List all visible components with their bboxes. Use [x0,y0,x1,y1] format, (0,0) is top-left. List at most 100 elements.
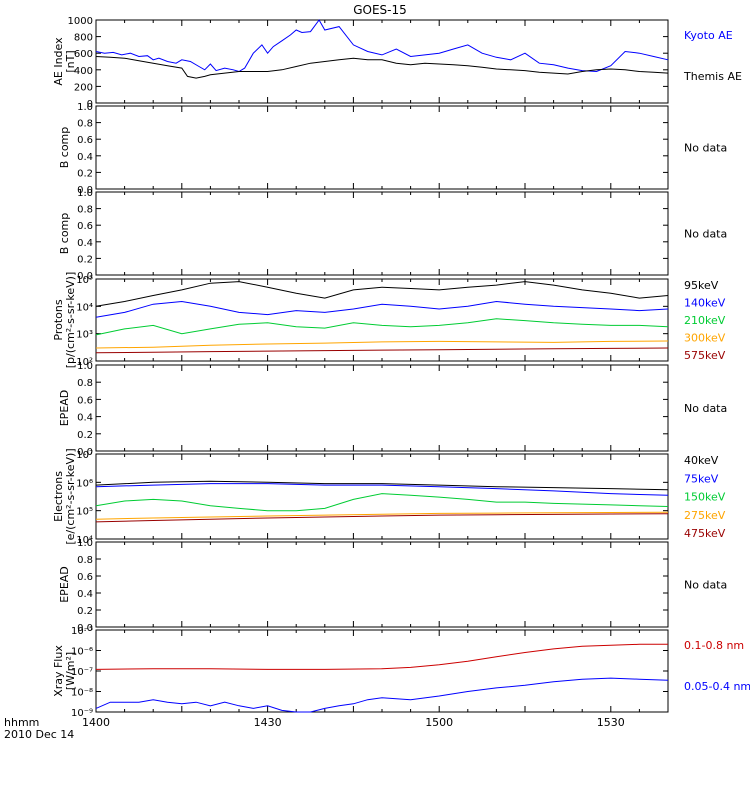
y-tick-label: 0.8 [77,119,93,130]
y-axis-label: B comp [58,213,71,255]
y-axis-label: EPEAD [58,390,71,427]
y-axis-label: Protons [52,299,65,340]
legend-entry: 575keV [684,349,726,362]
series-line-210kev [95,318,669,336]
no-data-note: No data [684,402,727,415]
y-tick-label: 1.0 [77,361,93,372]
y-axis-unit: [nT] [64,50,77,72]
panel-frame [95,191,669,276]
y-tick-label: 0.6 [77,395,93,406]
y-tick-label: 0.2 [77,254,93,265]
panel-electrons: 10⁴ 10⁵ 10⁶ 10⁷ Electrons [e/(cm²-s-sr-keV)] 4… [52,448,726,546]
panel-frame [95,105,669,190]
y-tick-label: 0.0 [77,185,93,196]
y-tick-label: 0.0 [77,447,93,458]
legend-entry: 95keV [684,279,719,292]
y-tick-label: 0.4 [77,413,93,424]
y-axis-label: B comp [58,127,71,169]
y-tick-label: 10⁷ [76,450,93,461]
x-tick-label: 1500 [425,716,453,729]
no-data-note: No data [684,142,727,155]
y-tick-label: 10⁻⁶ [71,647,93,658]
legend-entry: 0.05-0.4 nm [684,680,750,693]
y-axis-label: Electrons [52,471,65,522]
legend-entry: 475keV [684,527,726,540]
y-tick-label: 0.2 [77,430,93,441]
y-tick-label: 0.6 [77,135,93,146]
y-tick-label: 1.0 [77,188,93,199]
series-line-275kev [95,511,669,520]
y-tick-label: 0.0 [77,271,93,282]
y-tick-label: 0.4 [77,238,93,249]
series-line-300kev [95,340,669,349]
legend-entry: Themis AE [683,70,742,83]
y-tick-label: 800 [74,33,93,44]
y-tick-label: 10⁻⁷ [71,667,93,678]
panel-b2: 0.0 0.2 0.4 0.6 0.8 1.0 B comp No data [58,188,727,282]
y-tick-label: 10⁻⁸ [71,688,93,699]
series-line-140kev [95,300,669,318]
legend-entry: 40keV [684,454,719,467]
y-tick-label: 200 [74,82,93,93]
panel-xray: 10⁻⁹ 10⁻⁸ 10⁻⁷ 10⁻⁶ 10⁻⁵ Xray Flux [W/m²] 0.1-0… [52,626,750,719]
legend-entry: 150keV [684,491,726,504]
panel-frame [95,364,669,452]
series-line-0-05-0-4-nm [95,677,669,713]
y-axis-unit: [W/m²] [64,652,77,690]
series-line-475kev [95,513,669,523]
y-axis-unit: [e/(cm²-s-sr-keV)] [64,448,77,544]
legend-entry: 140keV [684,297,726,310]
y-tick-label: 10³ [76,330,93,341]
y-tick-label: 10⁵ [76,275,93,286]
legend-entry: 275keV [684,509,726,522]
panel-b1: 0.0 0.2 0.4 0.6 0.8 1.0 B comp No data [58,102,727,196]
y-tick-label: 0.4 [77,589,93,600]
y-tick-label: 0.6 [77,572,93,583]
x-tick-label: 1400 [82,716,110,729]
panel-epead2: 0.0 0.2 0.4 0.6 0.8 1.0 EPEAD No data [58,538,727,634]
y-tick-label: 10⁻⁵ [71,626,93,637]
plot-title: GOES-15 [353,3,407,17]
y-tick-label: 400 [74,66,93,77]
panel-frame [95,541,669,628]
y-tick-label: 0 [87,99,93,110]
series-line-575kev [95,347,669,354]
y-tick-label: 1.0 [77,102,93,113]
legend-entry: Kyoto AE [684,29,733,42]
legend-entry: 300keV [684,332,726,345]
y-tick-label: 0.8 [77,378,93,389]
no-data-note: No data [684,228,727,241]
series-line-150kev [95,493,669,512]
y-tick-label: 10⁴ [76,535,93,546]
series-line-kyoto-ae [95,19,669,73]
y-tick-label: 10⁵ [76,507,93,518]
series-line-75kev [95,483,669,496]
y-tick-label: 10⁶ [76,478,93,489]
y-axis-label: EPEAD [58,566,71,603]
series-line-0-1-0-8-nm [95,643,668,670]
panel-frame [95,453,669,540]
y-axis-label: Xray Flux [52,645,65,697]
y-tick-label: 0.4 [77,152,93,163]
y-tick-label: 1.0 [77,538,93,549]
panel-epead1: 0.0 0.2 0.4 0.6 0.8 1.0 EPEAD No data [58,361,727,458]
y-tick-label: 0.8 [77,555,93,566]
y-tick-label: 10² [76,357,93,368]
y-tick-label: 0.6 [77,221,93,232]
y-axis-unit: [p/(cm²-s-sr-keV)] [64,272,77,369]
y-axis-label: AE Index [52,37,65,86]
legend-entry: 0.1-0.8 nm [684,639,744,652]
y-tick-label: 10⁴ [76,302,93,313]
legend-entry: 75keV [684,472,719,485]
panel-frame [95,629,669,713]
y-tick-label: 600 [74,49,93,60]
series-line-themis-ae [95,56,669,79]
y-tick-label: 0.8 [77,205,93,216]
y-tick-label: 10⁻⁹ [71,708,93,719]
series-line-95kev [95,281,669,307]
y-tick-label: 1000 [68,16,93,27]
x-tick-label: 1530 [597,716,625,729]
